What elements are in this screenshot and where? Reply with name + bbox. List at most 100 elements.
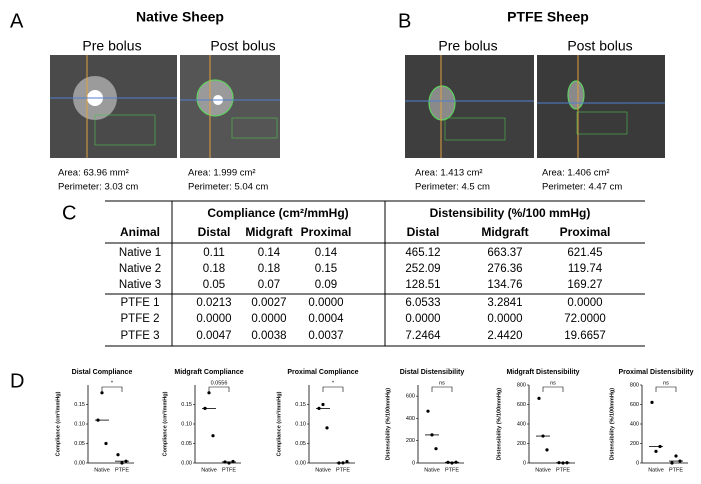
table-cell: 252.09 bbox=[405, 263, 440, 275]
panel-title: PTFE Sheep bbox=[507, 9, 589, 25]
y-tick-label: 200 bbox=[630, 441, 639, 447]
image-caption: Pre bolus bbox=[438, 38, 497, 54]
column-header: Distal bbox=[407, 225, 440, 239]
y-tick-label: 0 bbox=[636, 460, 639, 466]
table-cell: 0.0047 bbox=[196, 330, 231, 342]
data-point bbox=[545, 448, 549, 452]
table-cell: 0.18 bbox=[258, 263, 280, 275]
table-cell: 663.37 bbox=[487, 247, 522, 259]
image-caption: Post bolus bbox=[567, 38, 632, 54]
area-caption: Area: 1.406 cm² bbox=[542, 168, 610, 179]
ct-image bbox=[405, 55, 534, 158]
x-tick-label: Native bbox=[315, 467, 331, 473]
ct-image bbox=[180, 55, 280, 158]
data-point bbox=[211, 434, 215, 438]
table-cell: 72.0000 bbox=[564, 313, 606, 325]
y-axis-label: Compliance (cm²/mmHg) bbox=[54, 391, 61, 456]
significance-label: 0.0556 bbox=[211, 380, 228, 386]
dot-plot: Distal Compliance Compliance (cm²/mmHg) 0.… bbox=[54, 369, 134, 473]
data-point bbox=[650, 400, 654, 405]
y-tick-label: 0.10 bbox=[181, 421, 192, 427]
x-tick-label: PTFE bbox=[222, 467, 236, 473]
column-header: Animal bbox=[120, 225, 160, 239]
chart-title: Proximal Distensibility bbox=[618, 369, 693, 376]
area-caption: Area: 1.413 cm² bbox=[415, 168, 483, 179]
dot-plot: Distal Distensibility Distensibility (%/1… bbox=[385, 369, 464, 474]
x-tick-label: Native bbox=[201, 467, 217, 473]
column-header: Distal bbox=[198, 225, 231, 239]
dot-plot: Midgraft Compliance Compliance (cm²/mmHg)… bbox=[161, 369, 243, 474]
group-header: Compliance (cm²/mmHg) bbox=[207, 206, 348, 220]
ct-image bbox=[50, 55, 177, 158]
column-header: Proximal bbox=[560, 225, 611, 239]
significance-bracket bbox=[208, 386, 230, 392]
data-table: Compliance (cm²/mmHg) Distensibility (%/… bbox=[105, 200, 645, 347]
group-header: Distensibility (%/100 mmHg) bbox=[430, 206, 591, 220]
y-tick-label: 0.05 bbox=[74, 441, 85, 447]
y-tick-label: 0.10 bbox=[74, 421, 85, 427]
y-tick-label: 400 bbox=[630, 421, 639, 427]
data-point bbox=[674, 454, 678, 458]
panel-title: Native Sheep bbox=[136, 9, 224, 25]
table-cell: 0.14 bbox=[315, 247, 338, 259]
y-tick-label: 0.00 bbox=[74, 460, 85, 466]
y-tick-label: 200 bbox=[517, 441, 526, 447]
data-point bbox=[104, 441, 108, 446]
significance-label: ns bbox=[550, 380, 556, 386]
x-tick-label: Native bbox=[94, 467, 110, 473]
perimeter-caption: Perimeter: 3.03 cm bbox=[58, 182, 138, 193]
table-cell: 0.0000 bbox=[308, 297, 343, 309]
dot-plot: Proximal Compliance Compliance (cm²/mmHg)… bbox=[275, 369, 358, 474]
x-tick-label: PTFE bbox=[445, 467, 459, 473]
table-cell: 0.11 bbox=[203, 247, 225, 259]
table-cell: 0.14 bbox=[258, 247, 281, 259]
significance-label: * bbox=[332, 380, 335, 386]
data-point bbox=[654, 449, 658, 453]
table-cell: 0.0213 bbox=[196, 297, 231, 309]
y-tick-label: 0.15 bbox=[74, 402, 85, 408]
panel-label: D bbox=[10, 370, 24, 392]
table-cell: 6.0533 bbox=[405, 297, 440, 309]
y-tick-label: 0.15 bbox=[295, 402, 306, 408]
data-point bbox=[120, 461, 124, 465]
significance-bracket bbox=[655, 386, 677, 392]
y-tick-label: 800 bbox=[517, 382, 526, 388]
image-caption: Pre bolus bbox=[82, 38, 141, 54]
y-tick-label: 0.05 bbox=[181, 441, 192, 447]
x-tick-label: PTFE bbox=[336, 467, 350, 473]
table-cell: 0.18 bbox=[203, 263, 225, 275]
significance-label: ns bbox=[439, 380, 445, 386]
area-caption: Area: 63.96 mm² bbox=[58, 168, 129, 179]
panel-label: B bbox=[398, 10, 411, 32]
y-tick-label: 600 bbox=[630, 402, 639, 408]
y-tick-label: 0.10 bbox=[295, 421, 306, 427]
significance-bracket bbox=[101, 386, 123, 392]
perimeter-caption: Perimeter: 5.04 cm bbox=[188, 182, 268, 193]
y-axis-label: Distensibility (%/100mmHg) bbox=[496, 388, 502, 460]
significance-label: ns bbox=[663, 380, 669, 386]
row-header: Native 1 bbox=[119, 247, 161, 259]
data-point bbox=[100, 391, 104, 395]
data-point bbox=[426, 409, 430, 413]
table-cell: 0.0000 bbox=[487, 313, 522, 325]
y-tick-label: 0.05 bbox=[295, 441, 306, 447]
area-caption: Area: 1.999 cm² bbox=[188, 168, 256, 179]
table-cell: 0.07 bbox=[258, 279, 280, 291]
y-tick-label: 0.15 bbox=[181, 402, 192, 408]
data-point bbox=[537, 396, 541, 400]
row-header: Native 3 bbox=[119, 279, 161, 291]
table-cell: 19.6657 bbox=[564, 330, 606, 342]
table-cell: 3.2841 bbox=[487, 297, 522, 309]
column-header: Proximal bbox=[301, 225, 352, 239]
panel-label: C bbox=[62, 202, 76, 224]
table-cell: 7.2464 bbox=[405, 330, 441, 342]
table-cell: 0.09 bbox=[315, 279, 337, 291]
table-cell: 621.45 bbox=[567, 247, 602, 259]
table-cell: 169.27 bbox=[567, 279, 602, 291]
table-cell: 119.74 bbox=[568, 263, 603, 275]
table-cell: 0.0000 bbox=[196, 313, 231, 325]
data-point bbox=[670, 461, 674, 465]
perimeter-caption: Perimeter: 4.47 cm bbox=[542, 182, 622, 193]
data-point bbox=[207, 391, 211, 395]
